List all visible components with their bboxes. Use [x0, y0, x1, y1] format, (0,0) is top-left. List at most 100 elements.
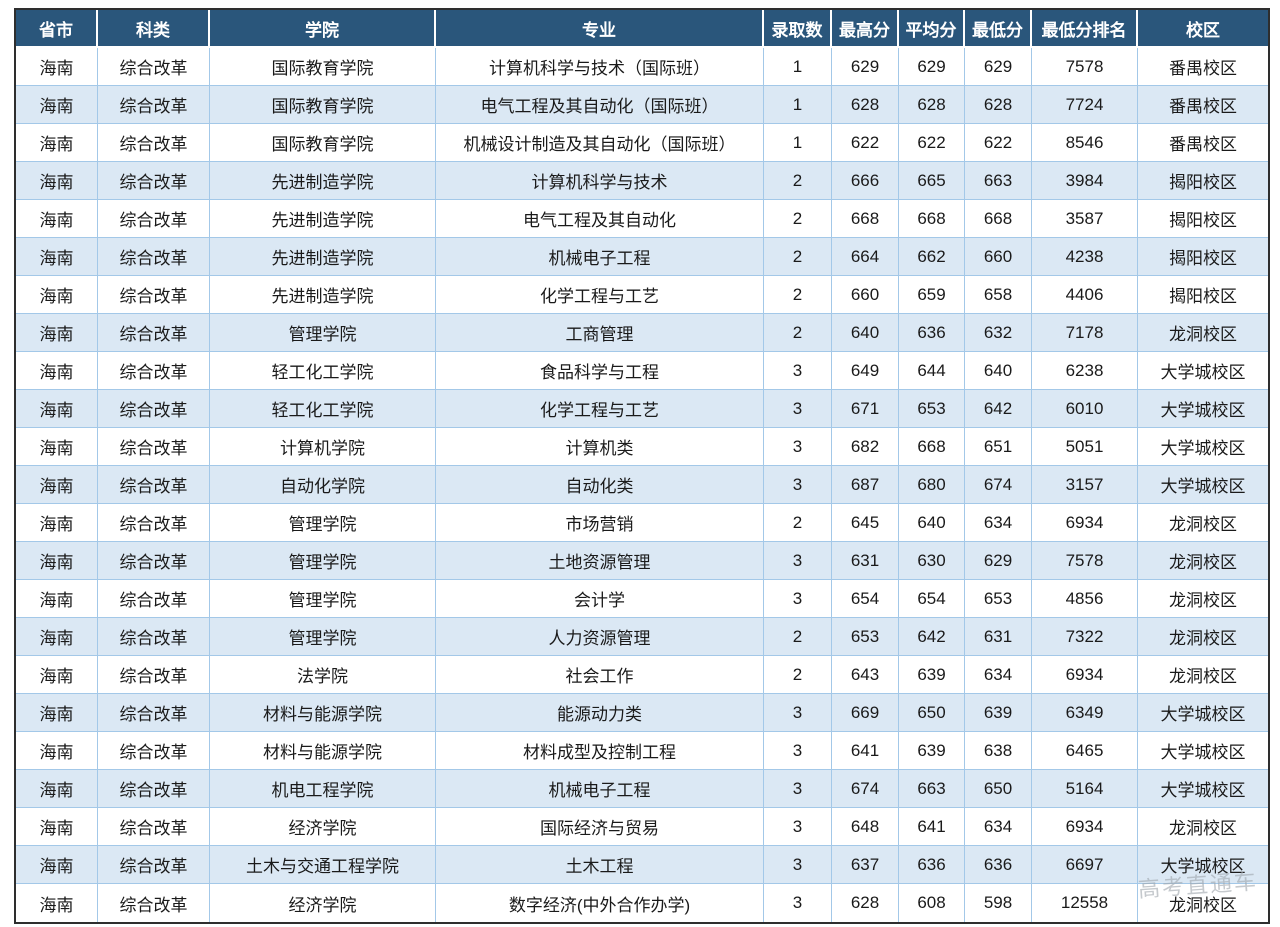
table-cell: 海南 [16, 466, 98, 504]
table-cell: 土木工程 [436, 846, 764, 884]
table-cell: 642 [965, 390, 1032, 428]
table-cell: 法学院 [210, 656, 436, 694]
table-cell: 电气工程及其自动化 [436, 200, 764, 238]
table-cell: 经济学院 [210, 808, 436, 846]
table-cell: 综合改革 [98, 124, 210, 162]
table-cell: 3 [764, 884, 832, 922]
table-cell: 综合改革 [98, 200, 210, 238]
table-cell: 1 [764, 86, 832, 124]
table-cell: 揭阳校区 [1138, 162, 1268, 200]
table-cell: 海南 [16, 428, 98, 466]
table-cell: 668 [899, 428, 965, 466]
table-cell: 工商管理 [436, 314, 764, 352]
table-row: 海南 综合改革 法学院 社会工作 2 643 639 634 6934 龙洞校区 [16, 656, 1268, 694]
table-cell: 663 [899, 770, 965, 808]
table-cell: 650 [899, 694, 965, 732]
table-cell: 大学城校区 [1138, 352, 1268, 390]
table-cell: 598 [965, 884, 1032, 922]
table-cell: 608 [899, 884, 965, 922]
table-row: 海南 综合改革 管理学院 人力资源管理 2 653 642 631 7322 龙洞校区 [16, 618, 1268, 656]
table-cell: 654 [899, 580, 965, 618]
table-cell: 材料与能源学院 [210, 694, 436, 732]
table-cell: 5051 [1032, 428, 1138, 466]
table-cell: 大学城校区 [1138, 466, 1268, 504]
table-cell: 3157 [1032, 466, 1138, 504]
table-cell: 636 [899, 846, 965, 884]
table-cell: 3 [764, 732, 832, 770]
table-cell: 先进制造学院 [210, 200, 436, 238]
table-row: 海南 综合改革 国际教育学院 电气工程及其自动化（国际班） 1 628 628 628 7724… [16, 86, 1268, 124]
table-cell: 638 [965, 732, 1032, 770]
table-cell: 628 [965, 86, 1032, 124]
table-cell: 668 [832, 200, 899, 238]
table-cell: 市场营销 [436, 504, 764, 542]
table-cell: 7578 [1032, 542, 1138, 580]
table-cell: 大学城校区 [1138, 770, 1268, 808]
table-row: 海南 综合改革 自动化学院 自动化类 3 687 680 674 3157 大学城校区 [16, 466, 1268, 504]
table-cell: 622 [899, 124, 965, 162]
table-cell: 7322 [1032, 618, 1138, 656]
table-cell: 人力资源管理 [436, 618, 764, 656]
table-cell: 国际教育学院 [210, 86, 436, 124]
table-cell: 海南 [16, 542, 98, 580]
table-cell: 管理学院 [210, 542, 436, 580]
table-cell: 龙洞校区 [1138, 656, 1268, 694]
table-cell: 综合改革 [98, 314, 210, 352]
table-cell: 能源动力类 [436, 694, 764, 732]
table-cell: 4856 [1032, 580, 1138, 618]
table-cell: 2 [764, 200, 832, 238]
table-cell: 综合改革 [98, 276, 210, 314]
table-cell: 3 [764, 352, 832, 390]
table-cell: 海南 [16, 732, 98, 770]
table-cell: 2 [764, 618, 832, 656]
table-cell: 海南 [16, 390, 98, 428]
column-header-3: 专业 [436, 10, 764, 48]
table-cell: 经济学院 [210, 884, 436, 922]
table-cell: 龙洞校区 [1138, 618, 1268, 656]
table-cell: 土木与交通工程学院 [210, 846, 436, 884]
table-row: 海南 综合改革 轻工化工学院 食品科学与工程 3 649 644 640 6238 大学城校区 [16, 352, 1268, 390]
table-cell: 631 [965, 618, 1032, 656]
table-cell: 639 [899, 656, 965, 694]
table-cell: 海南 [16, 124, 98, 162]
table-cell: 634 [965, 504, 1032, 542]
table-cell: 634 [965, 808, 1032, 846]
column-header-2: 学院 [210, 10, 436, 48]
table-cell: 628 [832, 86, 899, 124]
table-cell: 650 [965, 770, 1032, 808]
table-cell: 海南 [16, 200, 98, 238]
column-header-4: 录取数 [764, 10, 832, 48]
table-cell: 654 [832, 580, 899, 618]
table-cell: 6697 [1032, 846, 1138, 884]
table-cell: 海南 [16, 48, 98, 86]
table-row: 海南 综合改革 机电工程学院 机械电子工程 3 674 663 650 5164 大学城校区 [16, 770, 1268, 808]
table-cell: 综合改革 [98, 770, 210, 808]
column-header-5: 最高分 [832, 10, 899, 48]
table-cell: 揭阳校区 [1138, 276, 1268, 314]
table-cell: 642 [899, 618, 965, 656]
table-cell: 计算机学院 [210, 428, 436, 466]
table-cell: 番禺校区 [1138, 124, 1268, 162]
table-cell: 海南 [16, 884, 98, 922]
table-cell: 629 [965, 48, 1032, 86]
table-cell: 6465 [1032, 732, 1138, 770]
table-header-row: 省市 科类 学院 专业 录取数 最高分 平均分 最低分 最低分排名 校区 [16, 10, 1268, 48]
table-cell: 6349 [1032, 694, 1138, 732]
table-row: 海南 综合改革 经济学院 国际经济与贸易 3 648 641 634 6934 龙洞校区 [16, 808, 1268, 846]
table-cell: 自动化类 [436, 466, 764, 504]
table-cell: 海南 [16, 808, 98, 846]
table-cell: 649 [832, 352, 899, 390]
table-cell: 国际经济与贸易 [436, 808, 764, 846]
table-cell: 5164 [1032, 770, 1138, 808]
table-row: 海南 综合改革 经济学院 数字经济(中外合作办学) 3 628 608 598 12558 龙洞校… [16, 884, 1268, 922]
table-cell: 计算机科学与技术（国际班） [436, 48, 764, 86]
table-cell: 龙洞校区 [1138, 504, 1268, 542]
table-cell: 机电工程学院 [210, 770, 436, 808]
table-cell: 664 [832, 238, 899, 276]
table-cell: 3 [764, 770, 832, 808]
table-cell: 社会工作 [436, 656, 764, 694]
table-cell: 640 [965, 352, 1032, 390]
column-header-7: 最低分 [965, 10, 1032, 48]
table-cell: 电气工程及其自动化（国际班） [436, 86, 764, 124]
table-cell: 龙洞校区 [1138, 542, 1268, 580]
